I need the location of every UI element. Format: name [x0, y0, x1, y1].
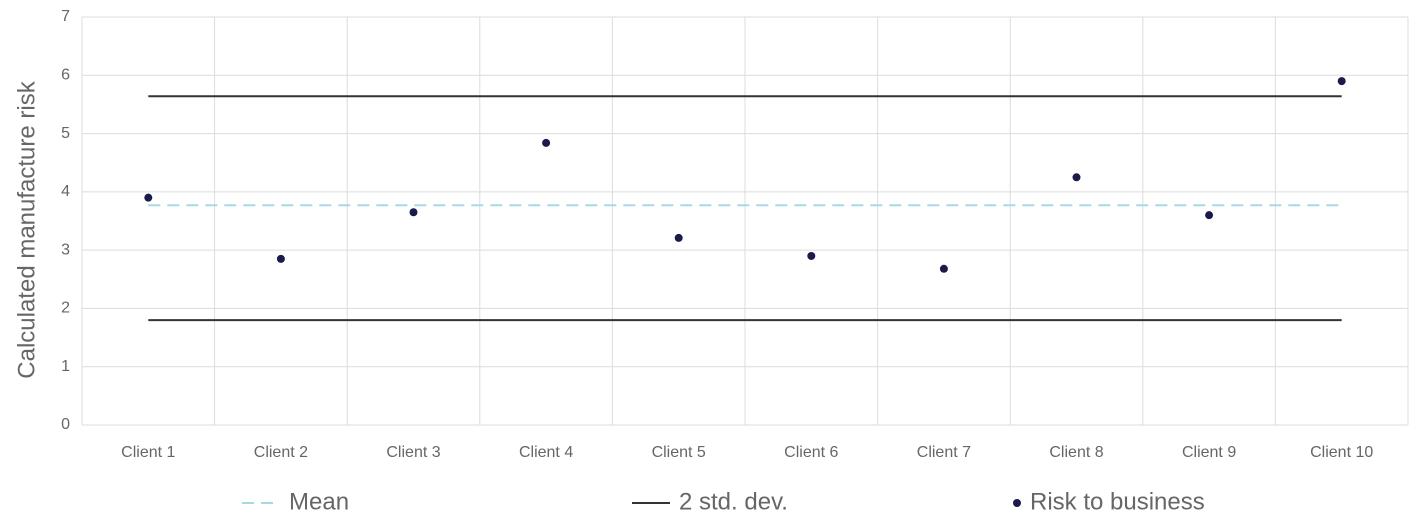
- x-tick-label: Client 3: [386, 444, 440, 461]
- y-tick-label: 3: [61, 241, 70, 258]
- point: [674, 233, 683, 242]
- legend-label: Mean: [289, 488, 349, 515]
- y-tick-label: 2: [61, 300, 70, 317]
- y-tick-label: 0: [61, 416, 70, 433]
- x-tick-label: Client 4: [519, 444, 573, 461]
- point: [542, 138, 551, 147]
- y-tick-label: 1: [61, 358, 70, 375]
- y-tick-label: 7: [61, 8, 70, 25]
- x-tick-label: Client 7: [917, 444, 971, 461]
- x-tick-label: Client 6: [784, 444, 838, 461]
- x-tick-label: Client 10: [1310, 444, 1373, 461]
- x-tick-label: Client 9: [1182, 444, 1236, 461]
- point: [1337, 77, 1346, 86]
- point: [144, 193, 153, 202]
- x-tick-label: Client 2: [254, 444, 308, 461]
- legend-label: Risk to business: [1030, 488, 1205, 515]
- point: [1072, 173, 1081, 182]
- legend-swatch: [1013, 499, 1021, 507]
- y-axis-title: Calculated manufacture risk: [13, 80, 40, 378]
- point: [1205, 211, 1214, 220]
- y-tick-label: 5: [61, 125, 70, 142]
- x-tick-label: Client 8: [1049, 444, 1103, 461]
- x-tick-label: Client 1: [121, 444, 175, 461]
- point: [409, 208, 418, 217]
- point: [807, 251, 816, 260]
- x-tick-label: Client 5: [652, 444, 706, 461]
- y-tick-label: 4: [61, 183, 70, 200]
- point: [939, 264, 948, 273]
- point: [276, 254, 285, 263]
- legend-label: 2 std. dev.: [679, 488, 788, 515]
- y-tick-label: 6: [61, 67, 70, 84]
